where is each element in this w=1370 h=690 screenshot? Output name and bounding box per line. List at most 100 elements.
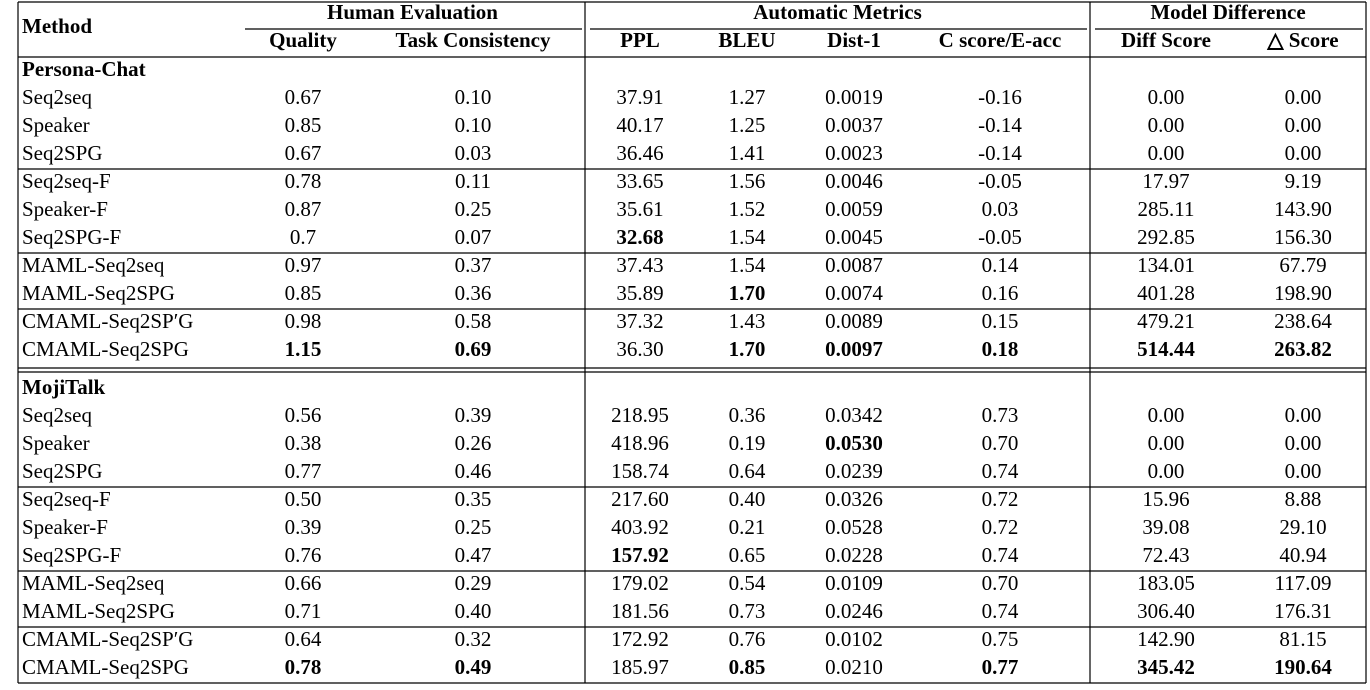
cell: 0.40 [455, 599, 492, 623]
cell: 17.97 [1142, 169, 1189, 193]
cell: 117.09 [1275, 571, 1332, 595]
cell: 0.38 [285, 431, 322, 455]
cell: 401.28 [1137, 281, 1195, 305]
cell: 40.94 [1279, 543, 1327, 567]
cell: 218.95 [611, 403, 669, 427]
cell: 0.00 [1285, 141, 1322, 165]
cell: 0.64 [285, 627, 322, 651]
cell: 0.54 [729, 571, 766, 595]
method-name: MAML-Seq2SPG [22, 599, 175, 623]
cell: 176.31 [1274, 599, 1332, 623]
cell: 142.90 [1137, 627, 1195, 651]
cell: 0.35 [455, 487, 492, 511]
cell: -0.16 [978, 85, 1022, 109]
cell: 36.46 [616, 141, 663, 165]
cell: 0.25 [455, 515, 492, 539]
cell: 0.97 [285, 253, 322, 277]
cell: 0.70 [982, 431, 1019, 455]
cell: 0.46 [455, 459, 492, 483]
cell: 0.00 [1148, 403, 1185, 427]
cell: 0.36 [455, 281, 492, 305]
cell: 157.92 [611, 543, 669, 567]
cell: 72.43 [1142, 543, 1189, 567]
cell: 0.03 [455, 141, 492, 165]
cell: 0.0059 [825, 197, 883, 221]
cell: 0.0528 [825, 515, 883, 539]
cell: 0.74 [982, 599, 1019, 623]
cell: 158.74 [611, 459, 669, 483]
cell: 0.67 [285, 85, 322, 109]
cell: 0.78 [285, 655, 322, 679]
cell: 345.42 [1137, 655, 1195, 679]
cell: 0.0019 [825, 85, 883, 109]
cell: 0.25 [455, 197, 492, 221]
column-header: Diff Score [1121, 28, 1211, 52]
method-header: Method [22, 14, 92, 38]
cell: 81.15 [1279, 627, 1326, 651]
cell: 0.0087 [825, 253, 883, 277]
cell: -0.14 [978, 141, 1022, 165]
cell: 0.11 [455, 169, 491, 193]
cell: 172.92 [611, 627, 669, 651]
cell: 0.21 [729, 515, 766, 539]
cell: 0.00 [1148, 85, 1185, 109]
section-title: Persona-Chat [22, 57, 146, 81]
cell: 418.96 [611, 431, 669, 455]
cell: 0.0097 [825, 337, 883, 361]
cell: 0.0109 [825, 571, 883, 595]
cell: 35.61 [616, 197, 663, 221]
cell: 0.58 [455, 309, 492, 333]
cell: 0.00 [1285, 403, 1322, 427]
column-header: Task Consistency [395, 28, 551, 52]
cell: 0.85 [285, 113, 322, 137]
method-name: MAML-Seq2seq [22, 253, 165, 277]
cell: 479.21 [1137, 309, 1195, 333]
cell: 29.10 [1279, 515, 1326, 539]
cell: 143.90 [1274, 197, 1332, 221]
cell: 1.70 [729, 337, 766, 361]
cell: 0.75 [982, 627, 1019, 651]
cell: 0.0246 [825, 599, 883, 623]
cell: 0.50 [285, 487, 322, 511]
group-header: Human Evaluation [327, 0, 498, 24]
cell: 181.56 [611, 599, 669, 623]
cell: 0.72 [982, 515, 1019, 539]
cell: 0.78 [285, 169, 322, 193]
cell: 0.00 [1285, 85, 1322, 109]
cell: 306.40 [1137, 599, 1195, 623]
column-header: Dist-1 [827, 28, 881, 52]
cell: 37.43 [616, 253, 663, 277]
cell: 0.00 [1285, 113, 1322, 137]
cell: 33.65 [616, 169, 663, 193]
cell: 0.0046 [825, 169, 883, 193]
method-name: MAML-Seq2SPG [22, 281, 175, 305]
cell: 0.10 [455, 85, 492, 109]
cell: 0.49 [455, 655, 492, 679]
cell: 0.0023 [825, 141, 883, 165]
cell: 263.82 [1274, 337, 1332, 361]
cell: 1.56 [729, 169, 766, 193]
cell: 37.91 [616, 85, 663, 109]
cell: 0.0102 [825, 627, 883, 651]
cell: 190.64 [1274, 655, 1332, 679]
cell: 1.70 [729, 281, 766, 305]
cell: 36.30 [616, 337, 663, 361]
cell: 0.36 [729, 403, 766, 427]
method-name: Seq2SPG-F [22, 225, 121, 249]
cell: 0.15 [982, 309, 1019, 333]
cell: -0.05 [978, 169, 1022, 193]
cell: 0.00 [1148, 459, 1185, 483]
cell: 1.52 [729, 197, 766, 221]
cell: 0.65 [729, 543, 766, 567]
method-name: Seq2seq [22, 403, 92, 427]
cell: 0.0089 [825, 309, 883, 333]
cell: 35.89 [616, 281, 663, 305]
method-name: Speaker [22, 431, 90, 455]
cell: 0.18 [982, 337, 1019, 361]
cell: 0.0342 [825, 403, 883, 427]
column-header: PPL [620, 28, 660, 52]
cell: 0.00 [1285, 459, 1322, 483]
method-name: Seq2seq-F [22, 487, 111, 511]
